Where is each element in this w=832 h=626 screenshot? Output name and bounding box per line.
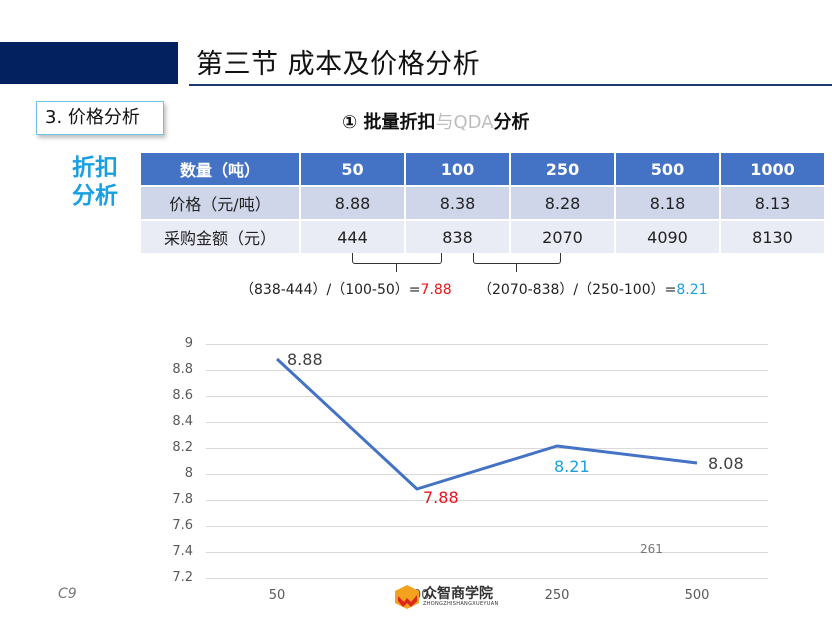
x-tick: 50 <box>268 588 286 603</box>
gridline <box>206 474 768 475</box>
table-cell: 444 <box>299 219 406 255</box>
side-label-line1: 折扣 <box>72 155 118 181</box>
subtitle: ① 批量折扣与QDA分析 <box>342 108 530 134</box>
logo-subtitle: ZHONGZHISHANGXUEYUAN <box>423 601 499 607</box>
table-cell: 8130 <box>719 219 826 255</box>
gridline <box>206 500 768 501</box>
y-tick: 8.4 <box>172 414 193 429</box>
y-tick: 8.2 <box>172 440 193 455</box>
subtitle-suffix: 分析 <box>493 112 530 133</box>
x-tick: 250 <box>544 588 570 603</box>
data-label: 8.88 <box>287 350 323 369</box>
x-tick: 500 <box>684 588 710 603</box>
header-divider <box>189 84 832 86</box>
formula-2-expr: （2070-838）/（250-100）= <box>478 282 677 298</box>
section-label-box: 3. 价格分析 <box>36 101 164 135</box>
table-cell: 838 <box>404 219 511 255</box>
gridline <box>206 422 768 423</box>
gridline <box>206 344 768 345</box>
table-cell: 8.18 <box>614 185 721 221</box>
table-cell: 8.28 <box>509 185 616 221</box>
brace-right <box>473 253 561 264</box>
logo-icon <box>395 585 419 609</box>
stray-number: 261 <box>640 542 663 556</box>
gridline <box>206 370 768 371</box>
subtitle-prefix: ① 批量折扣 <box>342 112 436 133</box>
y-tick: 8.8 <box>172 362 193 377</box>
gridline <box>206 552 768 553</box>
table-header-cell: 数量（吨） <box>139 151 301 187</box>
table-header-cell: 50 <box>299 151 406 187</box>
header-accent-bar <box>0 42 178 84</box>
table-header-cell: 500 <box>614 151 721 187</box>
table-row: 价格（元/吨） 8.88 8.38 8.28 8.18 8.13 <box>139 185 826 221</box>
y-tick: 7.8 <box>172 492 193 507</box>
section-label: 3. 价格分析 <box>45 107 140 128</box>
formula-1: （838-444）/（100-50）=7.88 <box>240 279 452 299</box>
side-label-line2: 分析 <box>72 183 118 209</box>
brace-left <box>352 253 442 264</box>
gridline <box>206 526 768 527</box>
brace-right-tip <box>516 264 517 272</box>
formula-1-expr: （838-444）/（100-50）= <box>240 282 421 298</box>
brace-left-tip <box>396 264 397 272</box>
gridline <box>206 396 768 397</box>
y-tick: 7.6 <box>172 518 193 533</box>
table-cell: 2070 <box>509 219 616 255</box>
table-cell: 8.88 <box>299 185 406 221</box>
y-tick: 7.2 <box>172 570 193 585</box>
data-label: 8.21 <box>554 457 590 476</box>
subtitle-faded: 与QDA <box>435 112 494 133</box>
table-cell: 采购金额（元） <box>139 219 301 255</box>
y-tick: 9 <box>184 336 193 351</box>
table-cell: 价格（元/吨） <box>139 185 301 221</box>
formula-2-result: 8.21 <box>676 282 708 298</box>
table-row: 采购金额（元） 444 838 2070 4090 8130 <box>139 219 826 255</box>
page-title: 第三节 成本及价格分析 <box>196 49 481 80</box>
brand-logo: 众智商学院 ZHONGZHISHANGXUEYUAN <box>394 584 498 610</box>
table-header-cell: 100 <box>404 151 511 187</box>
slide-number: C9 <box>58 586 77 602</box>
data-label: 8.08 <box>708 454 744 473</box>
formula-2: （2070-838）/（250-100）=8.21 <box>478 279 708 299</box>
table-cell: 8.13 <box>719 185 826 221</box>
table-cell: 8.38 <box>404 185 511 221</box>
table-header-cell: 250 <box>509 151 616 187</box>
y-tick: 8.6 <box>172 388 193 403</box>
price-table: 数量（吨） 50 100 250 500 1000 价格（元/吨） 8.88 8… <box>139 151 826 255</box>
table-header-cell: 1000 <box>719 151 826 187</box>
logo-name: 众智商学院 <box>423 586 493 602</box>
table-header-row: 数量（吨） 50 100 250 500 1000 <box>139 151 826 187</box>
gridline <box>206 448 768 449</box>
table-cell: 4090 <box>614 219 721 255</box>
y-tick: 8 <box>184 466 193 481</box>
data-label: 7.88 <box>423 488 459 507</box>
discount-analysis-label: 折扣 分析 <box>72 154 132 210</box>
formula-1-result: 7.88 <box>420 282 452 298</box>
gridline <box>206 578 768 579</box>
y-tick: 7.4 <box>172 544 193 559</box>
